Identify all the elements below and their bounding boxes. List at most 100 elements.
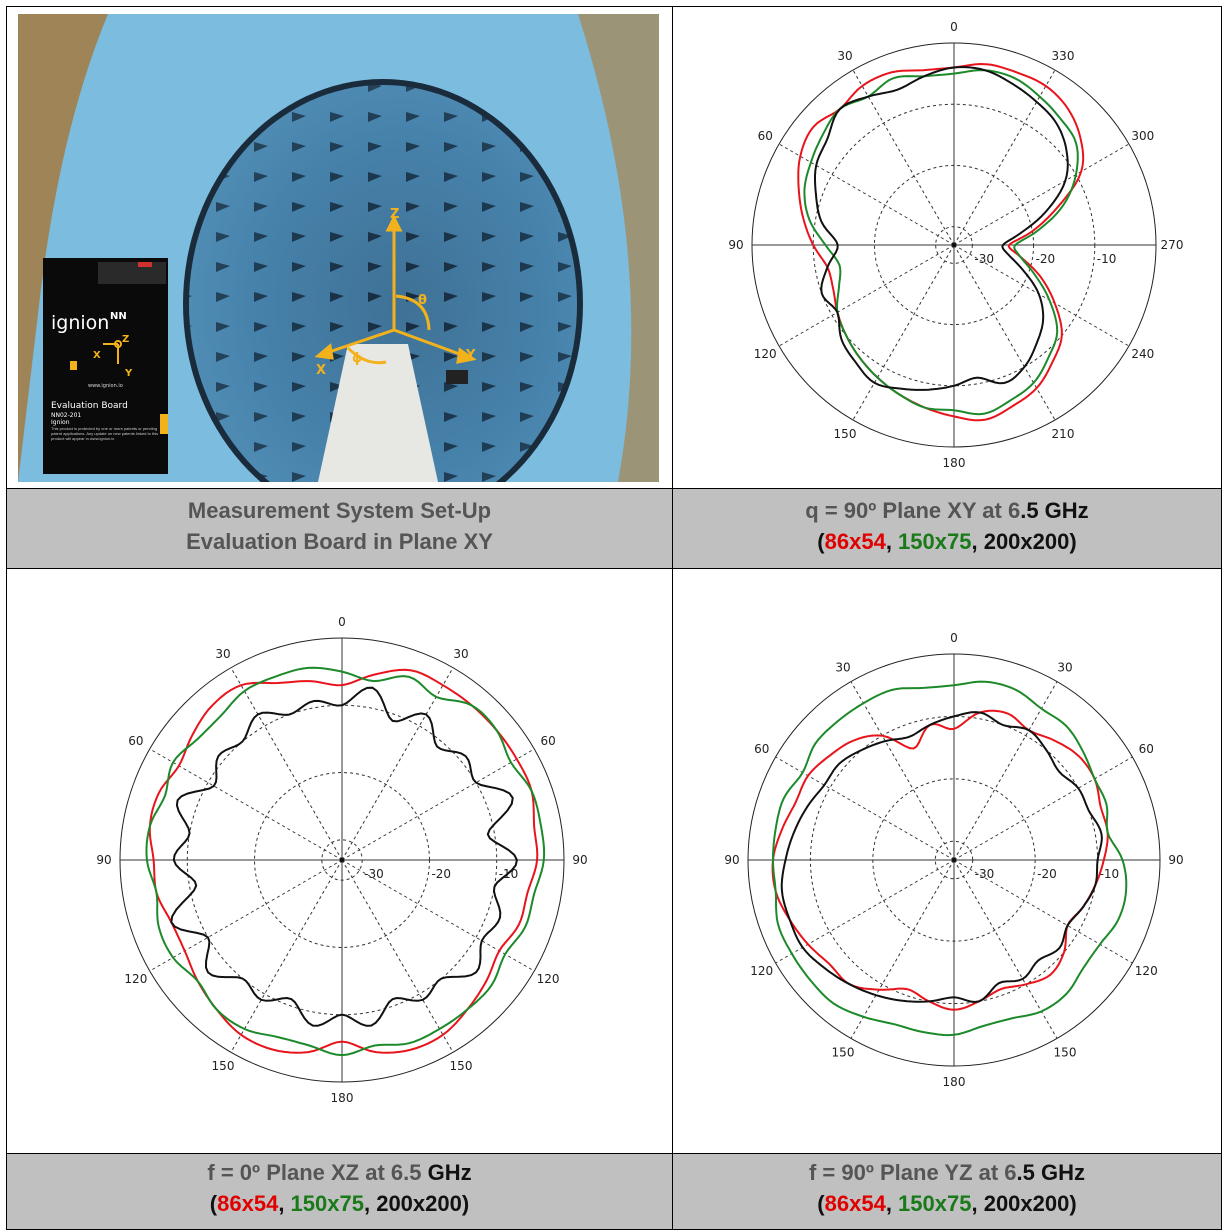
board-brand-mark: NN <box>110 311 127 322</box>
column-divider <box>672 6 673 1230</box>
polar-angle-label: 60 <box>754 742 769 756</box>
comma: , <box>885 1191 899 1216</box>
board-part: NN02-201 <box>51 412 81 419</box>
polar-angle-label: 150 <box>834 427 857 441</box>
series-86x54 <box>797 62 1085 422</box>
polar-angle-label: 120 <box>750 964 773 978</box>
polar-angle-label: 150 <box>832 1045 855 1059</box>
row-divider-2 <box>6 568 1222 569</box>
paren-open: ( <box>817 1191 825 1216</box>
polar-angle-label: 90 <box>96 853 111 867</box>
legend-86x54: 86x54 <box>824 1191 886 1216</box>
polar-angle-label: 30 <box>837 49 852 63</box>
polar-spoke <box>953 143 1130 246</box>
series-150x75 <box>772 680 1128 1037</box>
legend-200x200: 200x200 <box>376 1191 462 1216</box>
polar-angle-label: 30 <box>835 661 850 675</box>
caption-xz-freq: GHz <box>427 1160 472 1185</box>
legend-200x200: 200x200 <box>983 1191 1070 1216</box>
axis-y-label: Y <box>465 348 476 363</box>
polar-chart-plane-yz: 0 30 60 90 120 150 180 150 120 90 60 30 -30 -20 -10 <box>724 631 1183 1089</box>
polar-angle-label: 90 <box>1168 853 1183 867</box>
caption-yz-title: f = 90º Plane YZ at 6 <box>808 1160 1017 1185</box>
polar-radial-label: -20 <box>431 867 451 881</box>
board-url: www.ignion.io <box>88 383 123 389</box>
polar-angle-label: 90 <box>572 853 587 867</box>
board-axis-x: X <box>93 350 101 361</box>
polar-spoke <box>341 748 535 861</box>
comma: , <box>278 1191 291 1216</box>
measurement-setup-photo: Z X Y θ ϕ ignion NN X Y Z www.ignion.io … <box>18 14 659 482</box>
polar-spoke <box>775 859 955 964</box>
phi-label: ϕ <box>352 351 362 366</box>
series-86x54 <box>148 668 539 1054</box>
polar-radial-label: -20 <box>1037 867 1057 881</box>
polar-spoke <box>953 859 1133 964</box>
series-200x200 <box>814 66 1069 391</box>
legend-150x75: 150x75 <box>290 1191 364 1216</box>
polar-angle-label: 120 <box>1135 964 1158 978</box>
polar-radial-label: -10 <box>1100 867 1120 881</box>
legend-86x54: 86x54 <box>824 529 886 554</box>
table-border <box>6 6 1222 1230</box>
legend-150x75: 150x75 <box>898 529 972 554</box>
polar-angle-label: 0 <box>950 20 958 34</box>
caption-xz-title: f = 0º Plane XZ at 6.5 <box>207 1160 428 1185</box>
polar-radial-label: -20 <box>1036 252 1056 266</box>
caption-setup-line1: Measurement System Set-Up <box>187 498 492 523</box>
polar-chart-plane-xy: 0 30 60 90 120 150 180 210 240 270 300 330 -30 -20 -10 <box>728 20 1184 470</box>
polar-radial-label: -30 <box>364 867 384 881</box>
polar-spoke <box>953 69 1056 246</box>
paren-close: ) <box>461 1191 470 1216</box>
board-company: Ignion <box>51 419 70 426</box>
polar-spoke <box>850 859 955 1039</box>
polar-angle-label: 60 <box>758 129 773 143</box>
paren-close: ) <box>1069 529 1077 554</box>
board-brand: ignion <box>51 312 109 334</box>
polar-angle-label: 210 <box>1052 427 1075 441</box>
comma: , <box>885 529 899 554</box>
polar-spoke <box>778 244 955 347</box>
series-200x200 <box>170 686 518 1027</box>
polar-angle-label: 120 <box>754 347 777 361</box>
comma: , <box>363 1191 377 1216</box>
polar-angle-label: 60 <box>1139 742 1154 756</box>
row-divider-1 <box>6 488 1222 489</box>
polar-angle-label: 30 <box>215 647 230 661</box>
polar-spoke <box>953 244 1130 347</box>
polar-angle-label: 120 <box>537 972 560 986</box>
series-150x75 <box>803 69 1079 416</box>
legend-150x75: 150x75 <box>898 1191 972 1216</box>
series-150x75 <box>145 666 546 1057</box>
polar-angle-label: 270 <box>1161 238 1184 252</box>
polar-spoke <box>230 667 343 861</box>
polar-angle-label: 90 <box>724 853 739 867</box>
polar-angle-label: 120 <box>124 972 147 986</box>
paren-open: ( <box>209 1191 218 1216</box>
polar-angle-label: 30 <box>453 647 468 661</box>
polar-angle-label: 330 <box>1052 49 1075 63</box>
polar-spoke <box>341 859 454 1053</box>
caption-setup: Measurement System Set-Up Evaluation Boa… <box>7 489 672 568</box>
polar-angle-label: 240 <box>1131 347 1154 361</box>
polar-spoke <box>953 244 1056 421</box>
anechoic-chamber-image: Z X Y θ ϕ ignion NN X Y Z www.ignion.io … <box>18 14 659 482</box>
comma: , <box>971 529 984 554</box>
axis-x-label: X <box>316 363 326 378</box>
polar-center <box>951 857 957 863</box>
evaluation-board: ignion NN X Y Z www.ignion.io Evaluation… <box>43 258 168 474</box>
paren-open: ( <box>817 529 825 554</box>
polar-angle-label: 0 <box>338 615 346 629</box>
polar-angle-label: 180 <box>943 1075 966 1089</box>
polar-spoke <box>230 859 343 1053</box>
polar-angle-label: 90 <box>728 238 743 252</box>
polar-angle-label: 30 <box>1057 661 1072 675</box>
caption-plane-yz: f = 90º Plane YZ at 6.5 GHz (86x54, 150x… <box>673 1154 1221 1229</box>
board-axis-y: Y <box>124 368 133 379</box>
polar-spoke <box>953 681 1058 861</box>
comma: , <box>971 1191 984 1216</box>
board-axis-z: Z <box>122 334 129 345</box>
polar-spoke <box>953 756 1133 861</box>
series-200x200 <box>780 711 1103 1004</box>
board-notice: This product is protected by one or more… <box>51 426 159 441</box>
